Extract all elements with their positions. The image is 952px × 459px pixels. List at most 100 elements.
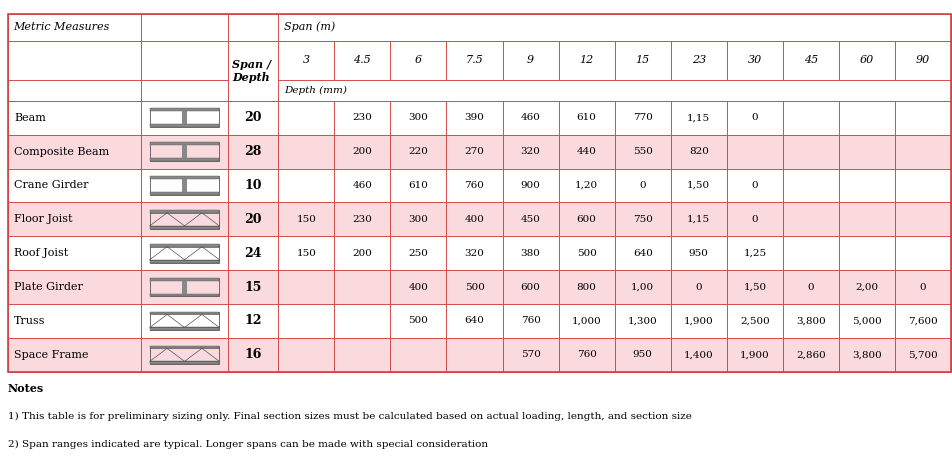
Bar <box>783 236 838 270</box>
Text: 1,900: 1,900 <box>739 350 769 359</box>
Bar <box>141 236 228 270</box>
Text: 15: 15 <box>245 280 262 294</box>
Bar <box>838 270 894 304</box>
Bar <box>8 80 141 101</box>
Bar <box>894 236 950 270</box>
Bar <box>149 346 219 364</box>
Bar <box>670 236 726 270</box>
Text: 60: 60 <box>859 56 873 65</box>
Bar <box>8 236 141 270</box>
Bar <box>141 40 228 80</box>
Text: 800: 800 <box>576 283 596 291</box>
Bar <box>149 142 219 161</box>
Text: 760: 760 <box>520 316 540 325</box>
Text: Space Frame: Space Frame <box>14 350 89 360</box>
Bar <box>502 168 558 202</box>
Text: 1,300: 1,300 <box>627 316 657 325</box>
Bar <box>141 270 228 304</box>
Bar <box>446 304 502 338</box>
Text: 20: 20 <box>244 213 262 226</box>
Text: 300: 300 <box>408 113 428 122</box>
Bar <box>390 338 446 372</box>
Text: 3,800: 3,800 <box>795 316 825 325</box>
Bar <box>390 202 446 236</box>
Text: Composite Beam: Composite Beam <box>14 146 109 157</box>
Text: 300: 300 <box>408 215 428 224</box>
Bar <box>278 134 334 168</box>
Bar <box>726 270 783 304</box>
Bar <box>149 327 219 330</box>
Bar <box>149 108 219 111</box>
Bar <box>558 202 614 236</box>
Text: 900: 900 <box>520 181 540 190</box>
Bar <box>894 270 950 304</box>
Bar <box>446 338 502 372</box>
Bar <box>228 134 278 168</box>
Bar <box>670 338 726 372</box>
Bar <box>182 179 188 192</box>
Text: 0: 0 <box>751 215 758 224</box>
Bar <box>670 270 726 304</box>
Text: 20: 20 <box>244 111 262 124</box>
Bar <box>558 134 614 168</box>
Bar <box>149 260 219 263</box>
Bar <box>278 80 950 101</box>
Bar <box>334 270 390 304</box>
Text: 500: 500 <box>465 283 484 291</box>
Text: 640: 640 <box>465 316 484 325</box>
Text: 0: 0 <box>639 181 645 190</box>
Bar <box>149 244 219 263</box>
Bar <box>278 270 334 304</box>
Bar <box>614 338 670 372</box>
Text: 2) Span ranges indicated are typical. Longer spans can be made with special cons: 2) Span ranges indicated are typical. Lo… <box>8 440 487 449</box>
Text: 1,000: 1,000 <box>571 316 601 325</box>
Text: 150: 150 <box>296 249 316 257</box>
Bar <box>141 134 228 168</box>
Bar <box>783 40 838 80</box>
Text: 12: 12 <box>244 314 262 327</box>
Bar <box>390 134 446 168</box>
Bar <box>670 134 726 168</box>
Bar <box>783 101 838 134</box>
Bar <box>149 244 219 246</box>
Bar <box>614 236 670 270</box>
Bar <box>446 202 502 236</box>
Bar <box>149 346 219 348</box>
Bar <box>278 40 334 80</box>
Text: 0: 0 <box>806 283 813 291</box>
Bar <box>334 202 390 236</box>
Text: 1,400: 1,400 <box>684 350 713 359</box>
Bar <box>838 168 894 202</box>
Bar <box>8 202 141 236</box>
Text: Span (m): Span (m) <box>284 22 335 33</box>
Text: 15: 15 <box>635 56 649 65</box>
Bar <box>614 40 670 80</box>
Bar <box>446 40 502 80</box>
Text: Depth (mm): Depth (mm) <box>284 86 347 95</box>
Text: 30: 30 <box>747 56 762 65</box>
Text: 1,50: 1,50 <box>743 283 765 291</box>
Text: 2,00: 2,00 <box>855 283 878 291</box>
Bar <box>278 304 334 338</box>
Bar <box>390 40 446 80</box>
Bar <box>141 101 228 134</box>
Text: 610: 610 <box>408 181 428 190</box>
Bar <box>228 40 278 101</box>
Text: 1,50: 1,50 <box>686 181 709 190</box>
Text: Floor Joist: Floor Joist <box>14 214 72 224</box>
Bar <box>783 168 838 202</box>
Bar <box>726 304 783 338</box>
Bar <box>141 338 228 372</box>
Bar <box>838 40 894 80</box>
Bar <box>558 270 614 304</box>
Bar <box>726 134 783 168</box>
Bar <box>894 101 950 134</box>
Bar <box>149 176 219 179</box>
Text: 750: 750 <box>632 215 652 224</box>
Text: Span /
Depth: Span / Depth <box>231 59 270 83</box>
Bar <box>783 202 838 236</box>
Bar <box>894 134 950 168</box>
Bar <box>894 304 950 338</box>
Bar <box>558 40 614 80</box>
Bar <box>390 168 446 202</box>
